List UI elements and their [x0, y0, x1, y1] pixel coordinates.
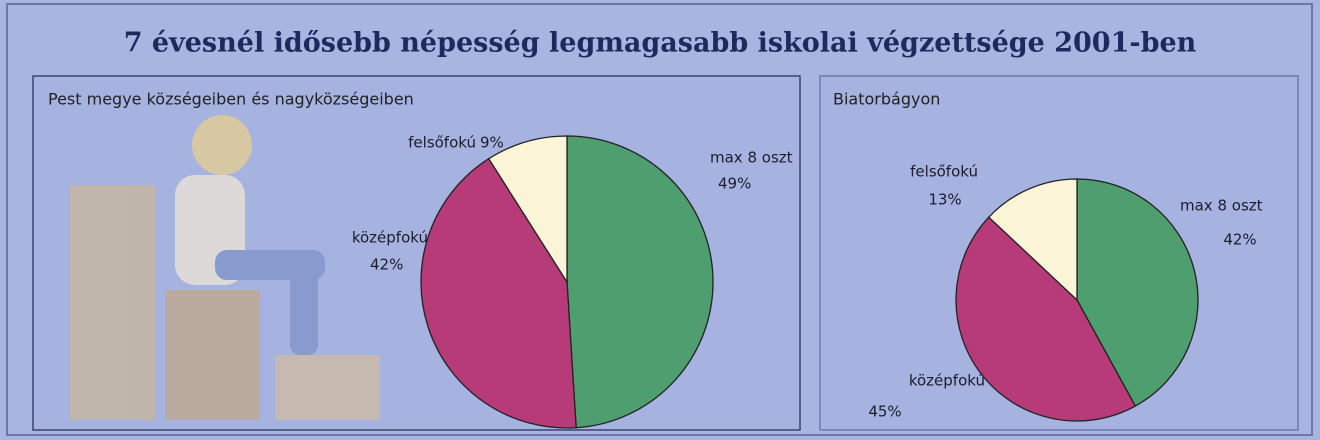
main-title: 7 évesnél idősebb népesség legmagasabb i… — [124, 28, 1197, 59]
pie-slice — [955, 216, 1137, 422]
pie-slice — [1076, 178, 1199, 407]
book-illustration — [70, 115, 380, 420]
slice-label: felsőfokú — [408, 134, 476, 152]
value-label: 9% — [480, 134, 504, 152]
value-label: 13% — [928, 191, 961, 209]
chart-title: Pest megye községeiben és nagyközségeibe… — [48, 90, 414, 109]
slice-label: max 8 oszt — [1180, 197, 1263, 215]
pie-slice — [987, 178, 1078, 302]
pie-slice — [420, 157, 577, 429]
slice-label: max 8 oszt — [710, 149, 793, 167]
value-label: 42% — [370, 256, 403, 274]
pie-slice — [566, 135, 714, 429]
slice-label: középfokú — [909, 372, 985, 390]
chart-title: Biatorbágyon — [833, 90, 940, 109]
value-label: 49% — [718, 175, 751, 193]
slice-label: felsőfokú — [910, 163, 978, 181]
slice-label: középfokú — [352, 229, 428, 247]
value-label: 42% — [1223, 231, 1256, 249]
value-label: 45% — [868, 403, 901, 421]
pie-slice — [487, 135, 568, 285]
